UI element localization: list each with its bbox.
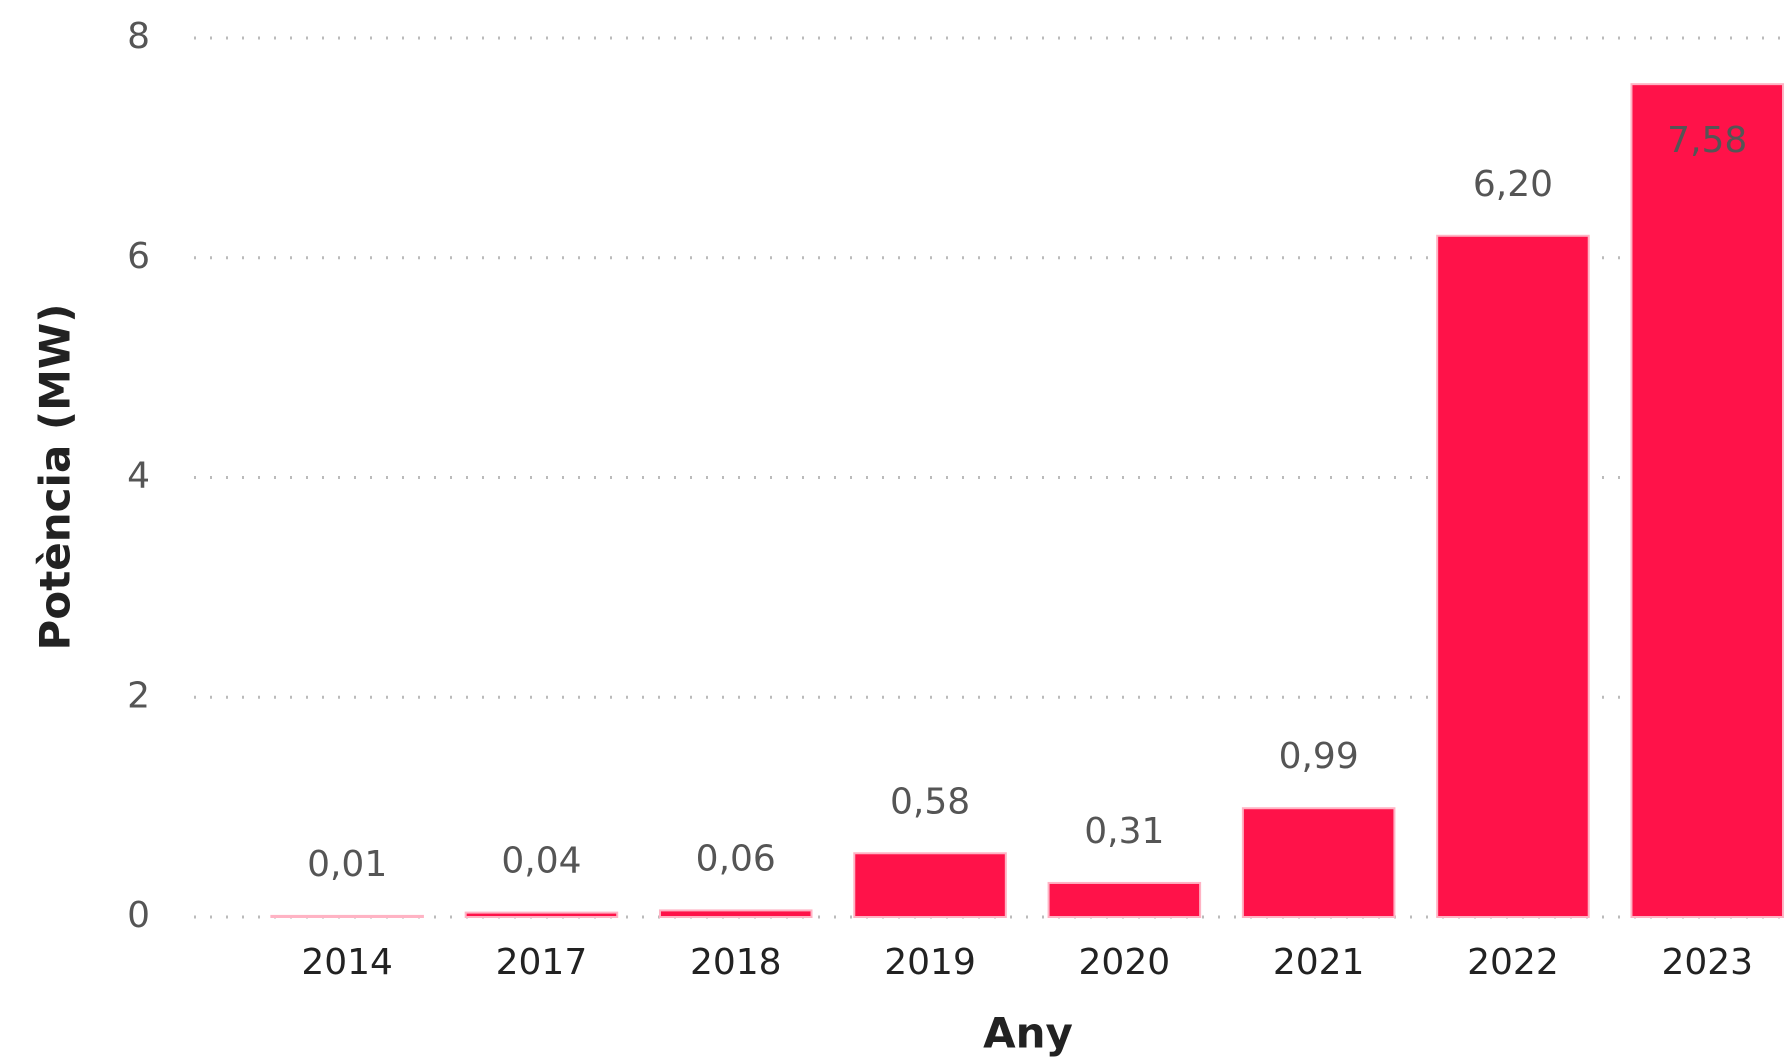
x-tick-label: 2022 xyxy=(1467,942,1559,983)
y-axis-label: Potència (MW) xyxy=(31,304,80,651)
bar xyxy=(1630,83,1785,918)
value-label: 0,04 xyxy=(501,841,581,882)
value-label: 0,06 xyxy=(696,838,776,879)
y-tick-label: 2 xyxy=(127,675,150,716)
y-tick-label: 0 xyxy=(127,895,150,936)
value-label: 0,01 xyxy=(307,844,387,885)
bar xyxy=(1241,807,1396,919)
bar xyxy=(658,909,813,918)
bar xyxy=(853,852,1007,919)
y-tick-label: 6 xyxy=(127,236,150,277)
y-tick-label: 4 xyxy=(127,456,150,497)
bar xyxy=(1436,234,1590,918)
y-tick-label: 8 xyxy=(127,16,150,57)
x-tick-label: 2021 xyxy=(1273,942,1365,983)
bar xyxy=(270,914,424,918)
x-axis-label: Any xyxy=(983,1009,1073,1058)
value-label: 0,58 xyxy=(890,781,970,822)
x-tick-label: 2020 xyxy=(1079,942,1171,983)
x-tick-label: 2023 xyxy=(1661,942,1753,983)
bar xyxy=(464,911,619,918)
x-tick-label: 2019 xyxy=(884,942,976,983)
x-tick-label: 2014 xyxy=(301,942,393,983)
value-label: 0,99 xyxy=(1279,736,1359,777)
bar xyxy=(1047,881,1202,918)
value-label: 6,20 xyxy=(1473,164,1553,205)
value-label: 7,58 xyxy=(1667,120,1747,161)
x-tick-label: 2018 xyxy=(690,942,782,983)
x-tick-label: 2017 xyxy=(496,942,588,983)
value-label: 0,31 xyxy=(1084,811,1164,852)
